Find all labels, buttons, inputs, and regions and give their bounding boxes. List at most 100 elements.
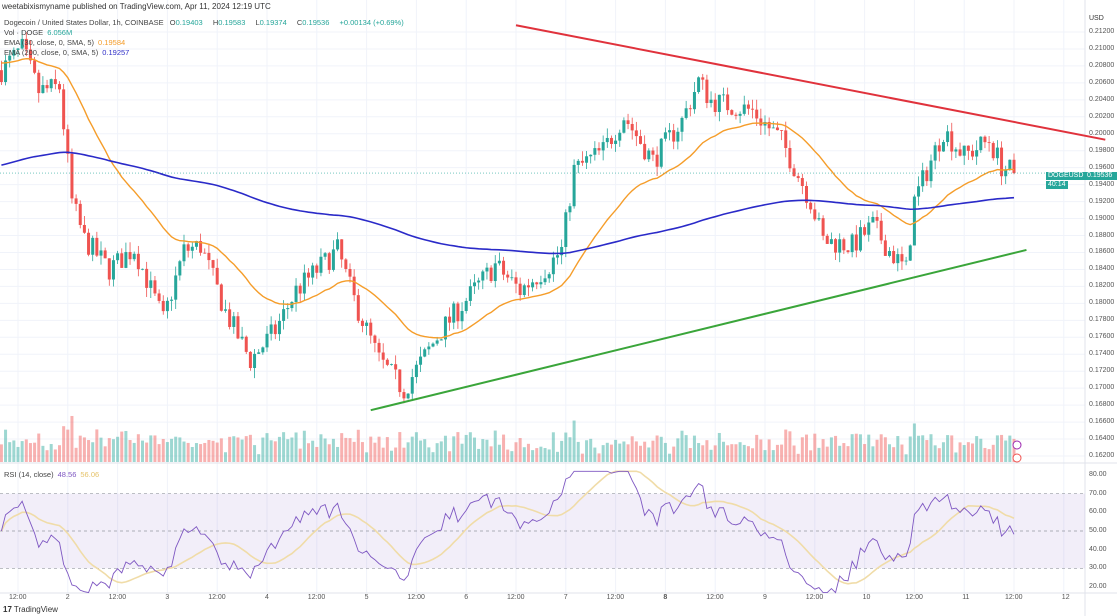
volume-bar bbox=[784, 429, 788, 462]
volume-bar bbox=[307, 443, 310, 462]
price-tick: 0.20400 bbox=[1089, 95, 1115, 103]
price-tick: 0.17800 bbox=[1089, 316, 1115, 324]
candle-down bbox=[456, 303, 460, 322]
candle-down bbox=[120, 253, 124, 268]
last-price: 0.19536 bbox=[1085, 172, 1117, 180]
candle-down bbox=[767, 121, 771, 129]
high-label: H bbox=[212, 18, 219, 27]
volume-bar bbox=[568, 437, 572, 462]
volume-bar bbox=[406, 442, 410, 462]
time-tick: 2 bbox=[65, 594, 70, 601]
ema200-value: 0.19257 bbox=[102, 48, 130, 57]
candle-up bbox=[406, 393, 410, 399]
volume-bar bbox=[336, 446, 340, 462]
volume-bar bbox=[103, 446, 107, 462]
volume-bar bbox=[589, 438, 593, 462]
volume-bar bbox=[821, 439, 825, 462]
volume-bar bbox=[224, 452, 227, 462]
candle-up bbox=[829, 239, 833, 244]
candle-down bbox=[701, 77, 705, 80]
candle-up bbox=[975, 150, 979, 157]
volume-bar bbox=[547, 449, 551, 462]
rsi-tick: 50.00 bbox=[1089, 527, 1107, 534]
price-tick: 0.19200 bbox=[1089, 197, 1115, 205]
volume-bar bbox=[273, 441, 277, 462]
candle-down bbox=[805, 185, 808, 203]
ema200-legend[interactable]: EMA (200, close, 0, SMA, 5) 0.19257 bbox=[4, 48, 133, 57]
candle-up bbox=[908, 245, 912, 261]
candle-up bbox=[676, 131, 680, 142]
candle-down bbox=[780, 130, 784, 131]
volume-bar bbox=[688, 448, 692, 462]
volume-bar bbox=[427, 447, 431, 462]
volume-bar bbox=[987, 449, 991, 462]
volume-bar bbox=[66, 429, 70, 462]
volume-bar bbox=[244, 436, 248, 462]
candle-up bbox=[817, 218, 821, 220]
volume-bar bbox=[829, 437, 833, 462]
volume-label: Vol · DOGE bbox=[4, 28, 44, 37]
volume-bar bbox=[614, 439, 618, 462]
time-tick: 12:00 bbox=[905, 594, 923, 601]
volume-bar bbox=[468, 432, 472, 462]
candle-up bbox=[331, 249, 335, 270]
resistance-trendline bbox=[515, 24, 1106, 141]
volume-bar bbox=[199, 444, 203, 462]
volume-bar bbox=[232, 436, 236, 462]
candle-up bbox=[601, 142, 605, 151]
candle-up bbox=[647, 150, 651, 160]
volume-bar bbox=[410, 436, 414, 462]
candle-down bbox=[394, 364, 398, 370]
price-tick: 0.21000 bbox=[1089, 44, 1115, 52]
candle-down bbox=[95, 237, 99, 256]
rsi-legend[interactable]: RSI (14, close) 48.56 56.06 bbox=[4, 470, 103, 479]
candle-up bbox=[269, 324, 273, 334]
price-tick: 0.21200 bbox=[1089, 28, 1115, 35]
candle-down bbox=[248, 351, 252, 368]
volume-bar bbox=[643, 441, 647, 462]
candle-up bbox=[941, 142, 945, 152]
candle-up bbox=[867, 222, 871, 235]
price-tick: 0.19400 bbox=[1089, 180, 1115, 188]
candle-down bbox=[340, 239, 344, 260]
volume-bar bbox=[352, 441, 356, 462]
candle-up bbox=[618, 132, 622, 141]
volume-bar bbox=[535, 448, 539, 462]
close-value: 0.19536 bbox=[302, 18, 330, 27]
candle-down bbox=[730, 110, 734, 115]
candle-down bbox=[813, 209, 817, 220]
candle-down bbox=[62, 89, 66, 130]
volume-bar bbox=[419, 440, 423, 462]
symbol-title: Dogecoin / United States Dollar, 1h, COI… bbox=[4, 18, 164, 27]
candle-down bbox=[643, 143, 647, 160]
candle-down bbox=[145, 268, 149, 288]
ema30-line bbox=[1, 57, 1015, 339]
volume-bar bbox=[331, 438, 335, 462]
low-value: 0.19374 bbox=[259, 18, 287, 27]
candle-down bbox=[597, 148, 601, 151]
volume-bar bbox=[709, 449, 713, 462]
candle-down bbox=[70, 153, 74, 199]
volume-bar bbox=[717, 432, 721, 462]
volume-bar bbox=[539, 446, 543, 462]
symbol-legend: Dogecoin / United States Dollar, 1h, COI… bbox=[4, 18, 408, 27]
publisher-line: weetabixismyname published on TradingVie… bbox=[2, 2, 271, 11]
volume-bar bbox=[473, 437, 476, 462]
volume-bar bbox=[107, 438, 111, 462]
volume-bar bbox=[49, 444, 53, 462]
candle-up bbox=[410, 377, 414, 394]
candle-down bbox=[1000, 147, 1004, 177]
candle-up bbox=[464, 300, 468, 312]
candle-up bbox=[477, 280, 481, 283]
volume-bar bbox=[726, 445, 730, 462]
volume-bar bbox=[402, 447, 406, 462]
volume-bar bbox=[751, 448, 755, 462]
ema30-legend[interactable]: EMA (30, close, 0, SMA, 5) 0.19584 bbox=[4, 38, 129, 47]
volume-bar bbox=[775, 444, 779, 462]
volume-bar bbox=[697, 443, 701, 462]
volume-bar bbox=[24, 439, 28, 462]
candle-down bbox=[58, 84, 61, 90]
volume-bar bbox=[74, 447, 78, 462]
tradingview-logo[interactable]: 17 TradingView bbox=[3, 605, 58, 615]
